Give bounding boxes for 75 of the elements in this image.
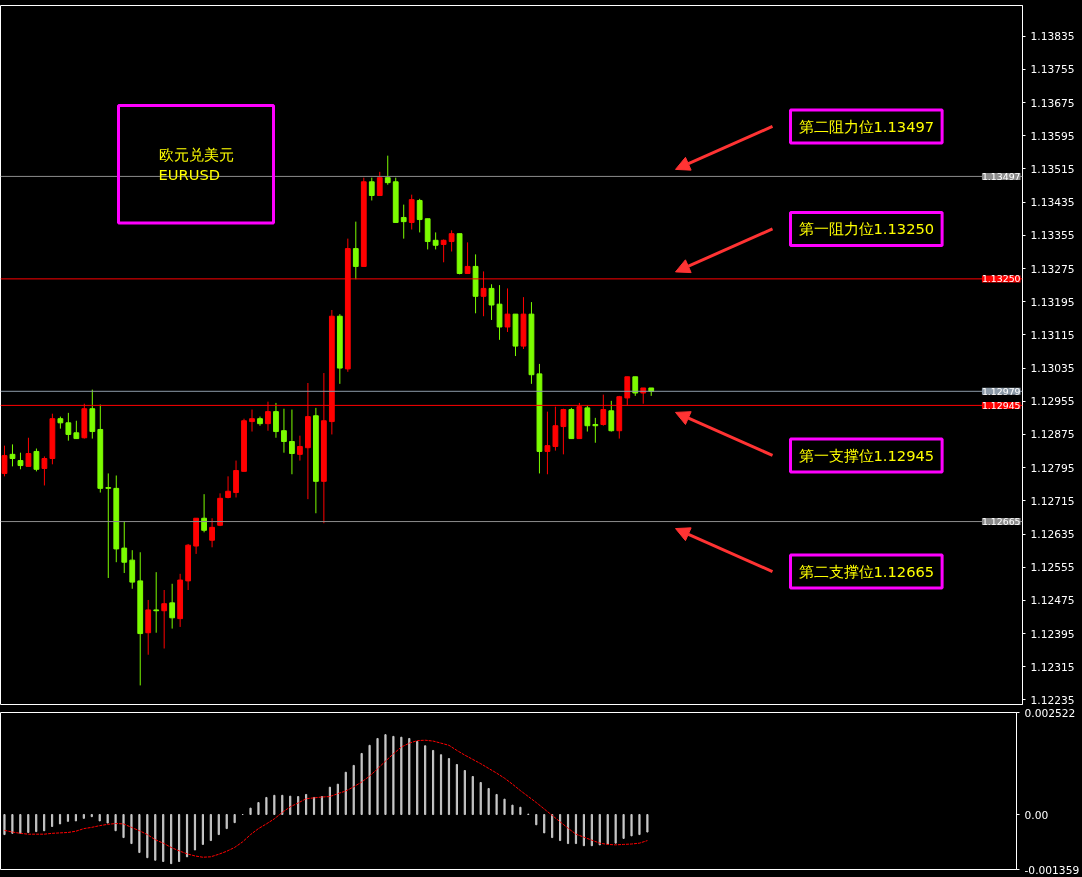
candlestick xyxy=(1,445,8,477)
ref-line-label: 第二支撑位1.12665 xyxy=(798,563,935,581)
candlestick xyxy=(121,520,128,574)
candlestick xyxy=(105,472,112,579)
candlestick xyxy=(592,417,599,444)
y-tick-label: 1.12875 xyxy=(1030,428,1075,442)
annotation: 1.13250 xyxy=(981,273,1021,285)
candlestick xyxy=(153,571,160,634)
ref-line-label: 第二阻力位1.13497 xyxy=(798,117,935,135)
candlestick xyxy=(352,221,359,280)
y-tick-label: 1.12395 xyxy=(1030,627,1075,641)
y-tick-label: 1.12235 xyxy=(1030,693,1075,707)
y-tick-label: 1.13435 xyxy=(1030,196,1075,210)
candlestick xyxy=(145,599,152,656)
candlestick xyxy=(25,437,32,467)
y-tick-label: 1.13675 xyxy=(1030,96,1075,110)
candlestick xyxy=(249,409,255,433)
y-tick-label: 1.13115 xyxy=(1030,328,1075,342)
candlestick xyxy=(376,171,383,196)
candlestick xyxy=(41,455,48,486)
candlestick xyxy=(544,411,551,475)
y-tick-label: 1.13195 xyxy=(1030,295,1075,309)
candlestick xyxy=(201,493,207,533)
candlestick xyxy=(233,460,239,498)
y-tick-label: -0.001359 xyxy=(1024,863,1080,877)
annotation: 欧元兑美元 EURUSD xyxy=(158,145,234,183)
candlestick xyxy=(464,241,471,274)
candlestick xyxy=(632,376,639,397)
y-tick-label: 1.12315 xyxy=(1030,660,1075,674)
candlestick xyxy=(416,198,423,233)
y-tick-label: 1.13515 xyxy=(1030,162,1075,176)
annotation: 1.13497 xyxy=(981,170,1021,182)
y-tick-label: 1.12555 xyxy=(1030,561,1075,575)
y-tick-label: 0.002522 xyxy=(1024,706,1076,720)
candlestick xyxy=(368,177,375,201)
candlestick xyxy=(129,549,136,590)
candlestick xyxy=(440,238,447,263)
candlestick xyxy=(608,400,615,433)
candlestick xyxy=(9,443,16,467)
candlestick xyxy=(281,408,287,454)
y-tick-label: 1.12795 xyxy=(1030,461,1075,475)
candlestick xyxy=(560,408,567,455)
y-tick-label: 1.12635 xyxy=(1030,528,1075,541)
candlestick xyxy=(161,589,168,649)
candlestick xyxy=(209,517,215,548)
y-tick-label: 1.13835 xyxy=(1030,30,1075,44)
candlestick xyxy=(169,583,176,630)
y-tick-label: 1.13755 xyxy=(1030,63,1075,77)
annotation: 1.12979 xyxy=(981,385,1021,397)
y-tick-label: 1.12475 xyxy=(1030,594,1075,608)
candlestick xyxy=(424,218,431,250)
candlestick xyxy=(65,412,72,442)
annotation: 1.12945 xyxy=(981,399,1021,411)
candlestick xyxy=(384,155,391,186)
y-tick-label: 0.00 xyxy=(1024,808,1049,822)
y-tick-label: 1.12715 xyxy=(1030,494,1075,508)
y-tick-label: 1.13595 xyxy=(1030,129,1075,143)
ref-line-label: 第一支撑位1.12945 xyxy=(798,446,935,464)
candlestick xyxy=(289,409,295,475)
y-tick-label: 1.13355 xyxy=(1030,229,1075,243)
line-series xyxy=(3,739,648,858)
candlestick xyxy=(504,287,511,333)
annotation: 1.12665 xyxy=(981,516,1021,528)
candlestick xyxy=(297,435,303,462)
ref-line-label: 第一阻力位1.13250 xyxy=(798,220,935,238)
y-tick-label: 1.13275 xyxy=(1030,262,1075,276)
y-tick-label: 1.13035 xyxy=(1030,362,1075,376)
candlestick xyxy=(408,194,415,231)
candlestick xyxy=(400,204,407,240)
y-tick-label: 1.12955 xyxy=(1030,395,1075,409)
candlestick xyxy=(273,402,279,439)
candlestick xyxy=(33,448,40,472)
candlestick xyxy=(584,405,591,433)
candlestick xyxy=(448,229,455,252)
candlestick xyxy=(89,389,96,440)
